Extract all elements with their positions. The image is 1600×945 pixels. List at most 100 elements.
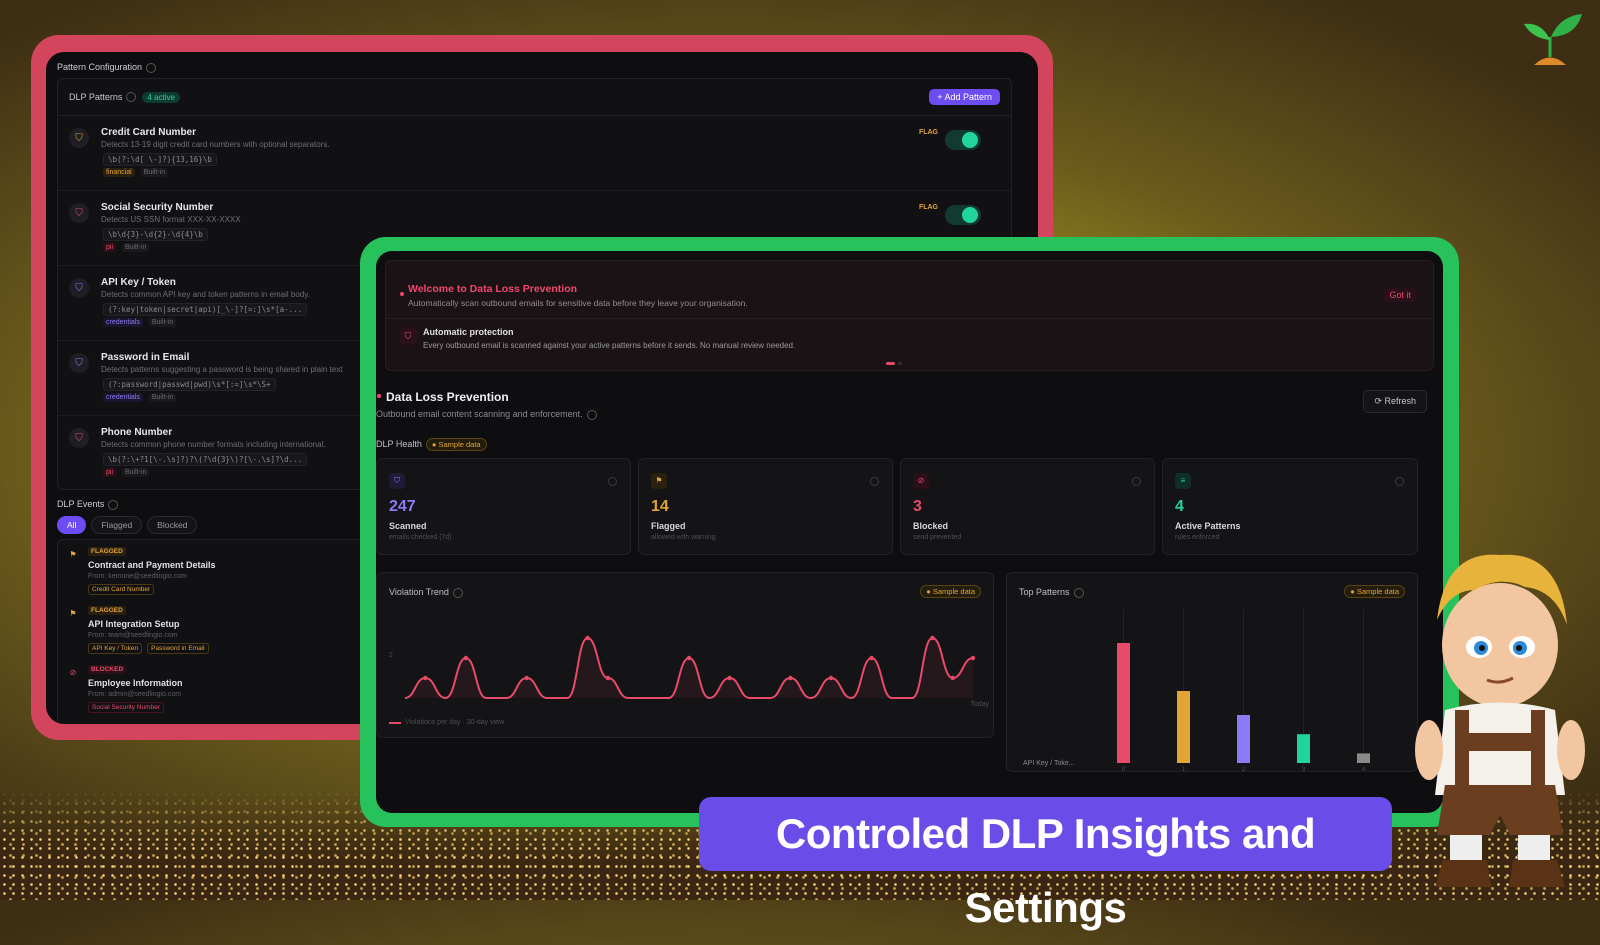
bar-tick-label: 1 [1182, 767, 1186, 773]
shield-icon: ⛉ [69, 353, 89, 373]
shield-icon: ⛉ [69, 278, 89, 298]
stat-sub: rules enforced [1175, 534, 1220, 541]
stat-card-scanned[interactable]: ⛉ 247 Scanned emails checked (7d) [376, 458, 631, 555]
legend-swatch [389, 721, 401, 724]
events-list: ⚑ FLAGGED Contract and Payment Details F… [57, 539, 377, 724]
info-icon[interactable] [1073, 587, 1084, 598]
stat-value: 4 [1175, 498, 1184, 515]
event-item[interactable]: ⚑ FLAGGED API Integration Setup From: te… [58, 599, 376, 658]
legend-label: Violations per day · 30-day view [405, 719, 505, 726]
tab-flagged[interactable]: Flagged [91, 516, 143, 534]
stat-label: Active Patterns [1175, 521, 1241, 531]
pattern-bar[interactable] [1297, 734, 1310, 763]
pattern-row[interactable]: ⛉ Credit Card Number Detects 13-19 digit… [58, 116, 1011, 191]
trend-point[interactable] [463, 655, 469, 661]
pattern-regex: \b\d{3}-\d{2}-\d{4}\b [103, 228, 208, 241]
pattern-regex: \b(?:\d[ \-]?){13,16}\b [103, 153, 217, 166]
trend-point[interactable] [869, 655, 874, 661]
page-subtitle: Outbound email content scanning and enfo… [376, 409, 583, 419]
trend-point[interactable] [950, 675, 955, 681]
builtin-tag: Built-in [148, 318, 177, 327]
bar-tick-label: 3 [1302, 767, 1306, 773]
pattern-bar[interactable] [1117, 643, 1130, 763]
trend-point[interactable] [423, 675, 428, 681]
info-icon[interactable] [108, 499, 119, 510]
event-pattern-tag: Password in Email [147, 643, 209, 654]
trend-point[interactable] [686, 655, 692, 661]
event-item[interactable]: ⚑ FLAGGED Contract and Payment Details F… [58, 540, 376, 599]
event-pattern-tag: API Key / Token [88, 643, 143, 654]
violation-trend-panel: Violation Trend ● Sample data 2 Today Vi… [376, 572, 994, 738]
sprout-logo-icon [1524, 14, 1582, 65]
pattern-row[interactable]: ⛉ Phone Number Detects common phone numb… [58, 416, 1011, 491]
got-it-button[interactable]: Got it [1383, 288, 1417, 302]
event-status: FLAGGED [88, 606, 126, 615]
trend-title: Violation Trend [389, 587, 449, 597]
stat-card-flagged[interactable]: ⚑ 14 Flagged allowed with warning [638, 458, 893, 555]
stat-card-blocked[interactable]: ⊘ 3 Blocked send prevented [900, 458, 1155, 555]
info-icon[interactable] [608, 477, 617, 486]
dlp-health-label: DLP Health [376, 439, 422, 449]
trend-point[interactable] [524, 675, 529, 681]
trend-point[interactable] [727, 675, 732, 681]
tab-blocked[interactable]: Blocked [147, 516, 198, 534]
trend-point[interactable] [788, 675, 793, 681]
category-tag: credentials [103, 318, 143, 327]
stat-label: Blocked [913, 521, 949, 531]
stat-value: 247 [389, 498, 416, 515]
info-icon[interactable] [870, 477, 879, 486]
shield-icon: ⛉ [69, 203, 89, 223]
pattern-description: Detects patterns suggesting a password i… [101, 365, 343, 374]
info-icon[interactable] [586, 409, 597, 420]
event-status: BLOCKED [88, 665, 127, 674]
dlp-patterns-label: DLP Patterns [69, 92, 123, 102]
category-tag: credentials [103, 393, 143, 402]
info-icon[interactable] [452, 587, 463, 598]
trend-point[interactable] [585, 635, 590, 641]
carousel-pager[interactable] [886, 362, 902, 365]
pattern-name: API Key / Token [101, 277, 176, 288]
pattern-row[interactable]: ⛉ API Key / Token Detects common API key… [58, 266, 1011, 341]
add-pattern-button[interactable]: + Add Pattern [929, 89, 1000, 105]
pattern-row[interactable]: ⛉ Password in Email Detects patterns sug… [58, 341, 1011, 416]
tab-all[interactable]: All [57, 516, 87, 534]
pattern-enabled-toggle[interactable] [945, 205, 981, 225]
mascot-character-icon [1415, 554, 1585, 887]
flag-icon: ⚑ [69, 550, 77, 559]
event-item[interactable]: ⊘ BLOCKED Employee Information From: adm… [58, 658, 376, 717]
sample-data-badge: ● Sample data [920, 585, 981, 598]
auto-protection-title: Automatic protection [423, 327, 514, 337]
active-count-badge: 4 active [142, 91, 180, 103]
info-icon[interactable] [1395, 477, 1404, 486]
refresh-button[interactable]: ⟳ Refresh [1363, 390, 1427, 413]
trend-point[interactable] [930, 635, 935, 641]
bar-tick-label: 0 [1122, 767, 1126, 773]
category-tag: pii [103, 468, 117, 477]
pattern-bar[interactable] [1177, 691, 1190, 763]
info-icon[interactable] [146, 62, 157, 73]
shield-icon: ⛉ [399, 327, 417, 345]
trend-point[interactable] [970, 655, 976, 661]
info-icon[interactable] [126, 92, 137, 102]
event-sender: From: team@seedlingio.com [88, 632, 178, 639]
trend-point[interactable] [828, 675, 834, 681]
stat-label: Scanned [389, 521, 427, 531]
top-patterns-panel: Top Patterns ● Sample data 0 1 2 3 4 API Key… [1006, 572, 1418, 773]
blocked-icon: ⊘ [69, 668, 77, 677]
pattern-description: Detects common API key and token pattern… [101, 290, 310, 299]
stat-sub: emails checked (7d) [389, 534, 452, 541]
flag-icon: ⚑ [651, 473, 667, 489]
event-pattern-tag: Credit Card Number [88, 584, 155, 595]
builtin-tag: Built-in [122, 243, 150, 252]
pattern-bar[interactable] [1357, 753, 1370, 763]
info-icon[interactable] [1132, 477, 1141, 486]
shield-icon: ⛉ [69, 128, 89, 148]
pattern-bar[interactable] [1237, 715, 1250, 763]
bar-tick-label: 2 [1242, 767, 1246, 773]
pattern-description: Detects 13-19 digit credit card numbers … [101, 140, 330, 149]
trend-point[interactable] [605, 675, 611, 681]
stat-card-active-patterns[interactable]: ≡ 4 Active Patterns rules enforced [1162, 458, 1418, 555]
pattern-enabled-toggle[interactable] [945, 130, 981, 150]
stat-sub: allowed with warning [651, 534, 716, 541]
event-filter-tabs: All Flagged Blocked [57, 516, 198, 534]
